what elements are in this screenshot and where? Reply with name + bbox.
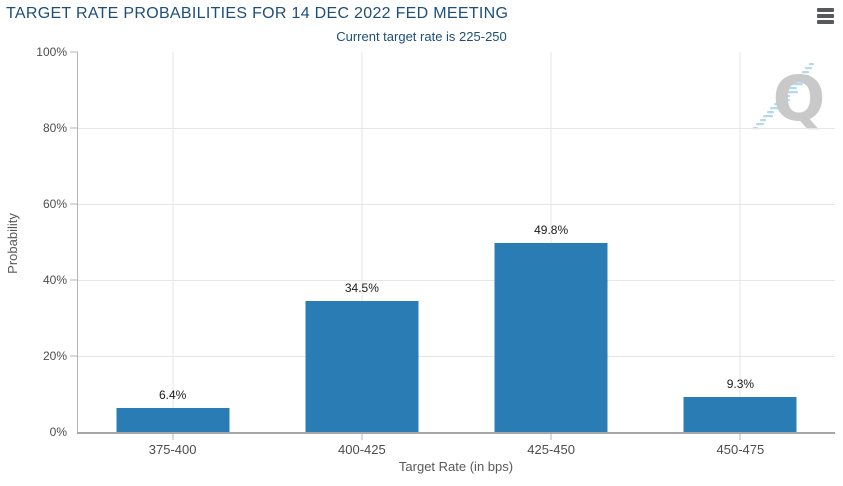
x-tick-label: 375-400 bbox=[148, 442, 197, 457]
y-tick bbox=[70, 127, 78, 129]
y-tick-label: 80% bbox=[42, 121, 67, 135]
y-gridline bbox=[78, 204, 835, 205]
x-tick bbox=[361, 434, 363, 440]
plot-area: Q 0% 20% 40% 60% 80% 100% 375-400 6.4% 400-425 34… bbox=[36, 45, 835, 457]
x-tick-label: 450-475 bbox=[716, 442, 765, 457]
x-tick bbox=[550, 434, 552, 440]
x-gridline bbox=[361, 52, 363, 432]
chart-subtitle: Current target rate is 225-250 bbox=[336, 29, 507, 44]
hamburger-menu-icon bbox=[817, 14, 834, 18]
y-tick-label: 0% bbox=[49, 425, 67, 439]
bar-450-475[interactable] bbox=[683, 396, 797, 432]
y-gridline bbox=[78, 356, 835, 357]
bar-value-label: 6.4% bbox=[158, 387, 187, 402]
bar-425-450[interactable] bbox=[494, 242, 608, 432]
x-gridline bbox=[172, 52, 174, 432]
y-tick-label: 40% bbox=[42, 273, 67, 287]
hamburger-menu-icon bbox=[817, 20, 834, 24]
x-tick-label: 400-425 bbox=[338, 442, 386, 457]
hamburger-menu-icon bbox=[817, 8, 834, 12]
y-gridline bbox=[78, 280, 835, 281]
bar-value-label: 49.8% bbox=[534, 222, 569, 237]
bar-value-label: 9.3% bbox=[726, 376, 755, 391]
x-tick-label: 425-450 bbox=[527, 442, 575, 457]
x-axis-title: Target Rate (in bps) bbox=[398, 459, 514, 474]
y-tick bbox=[70, 203, 78, 205]
y-axis-title: Probability bbox=[4, 212, 20, 274]
chart-title: TARGET RATE PROBABILITIES FOR 14 DEC 202… bbox=[6, 5, 509, 22]
menu-button[interactable] bbox=[817, 6, 837, 26]
bar-value-label: 34.5% bbox=[344, 280, 379, 295]
y-axis-title-wrap: Probability bbox=[4, 52, 20, 434]
y-tick-label: 100% bbox=[36, 45, 67, 59]
y-gridline bbox=[78, 128, 835, 129]
x-gridline bbox=[739, 52, 741, 432]
y-tick bbox=[70, 279, 78, 281]
y-tick bbox=[70, 51, 78, 53]
y-tick bbox=[70, 355, 78, 357]
bar-375-400[interactable] bbox=[116, 407, 230, 432]
svg-text:Q: Q bbox=[773, 62, 826, 135]
y-tick-label: 60% bbox=[42, 197, 67, 211]
x-tick bbox=[739, 434, 741, 440]
x-gridline bbox=[550, 52, 552, 432]
x-tick bbox=[172, 434, 174, 440]
bar-400-425[interactable] bbox=[305, 300, 419, 432]
quikstrike-watermark-icon: Q bbox=[753, 62, 826, 135]
y-tick-label: 20% bbox=[42, 349, 67, 363]
